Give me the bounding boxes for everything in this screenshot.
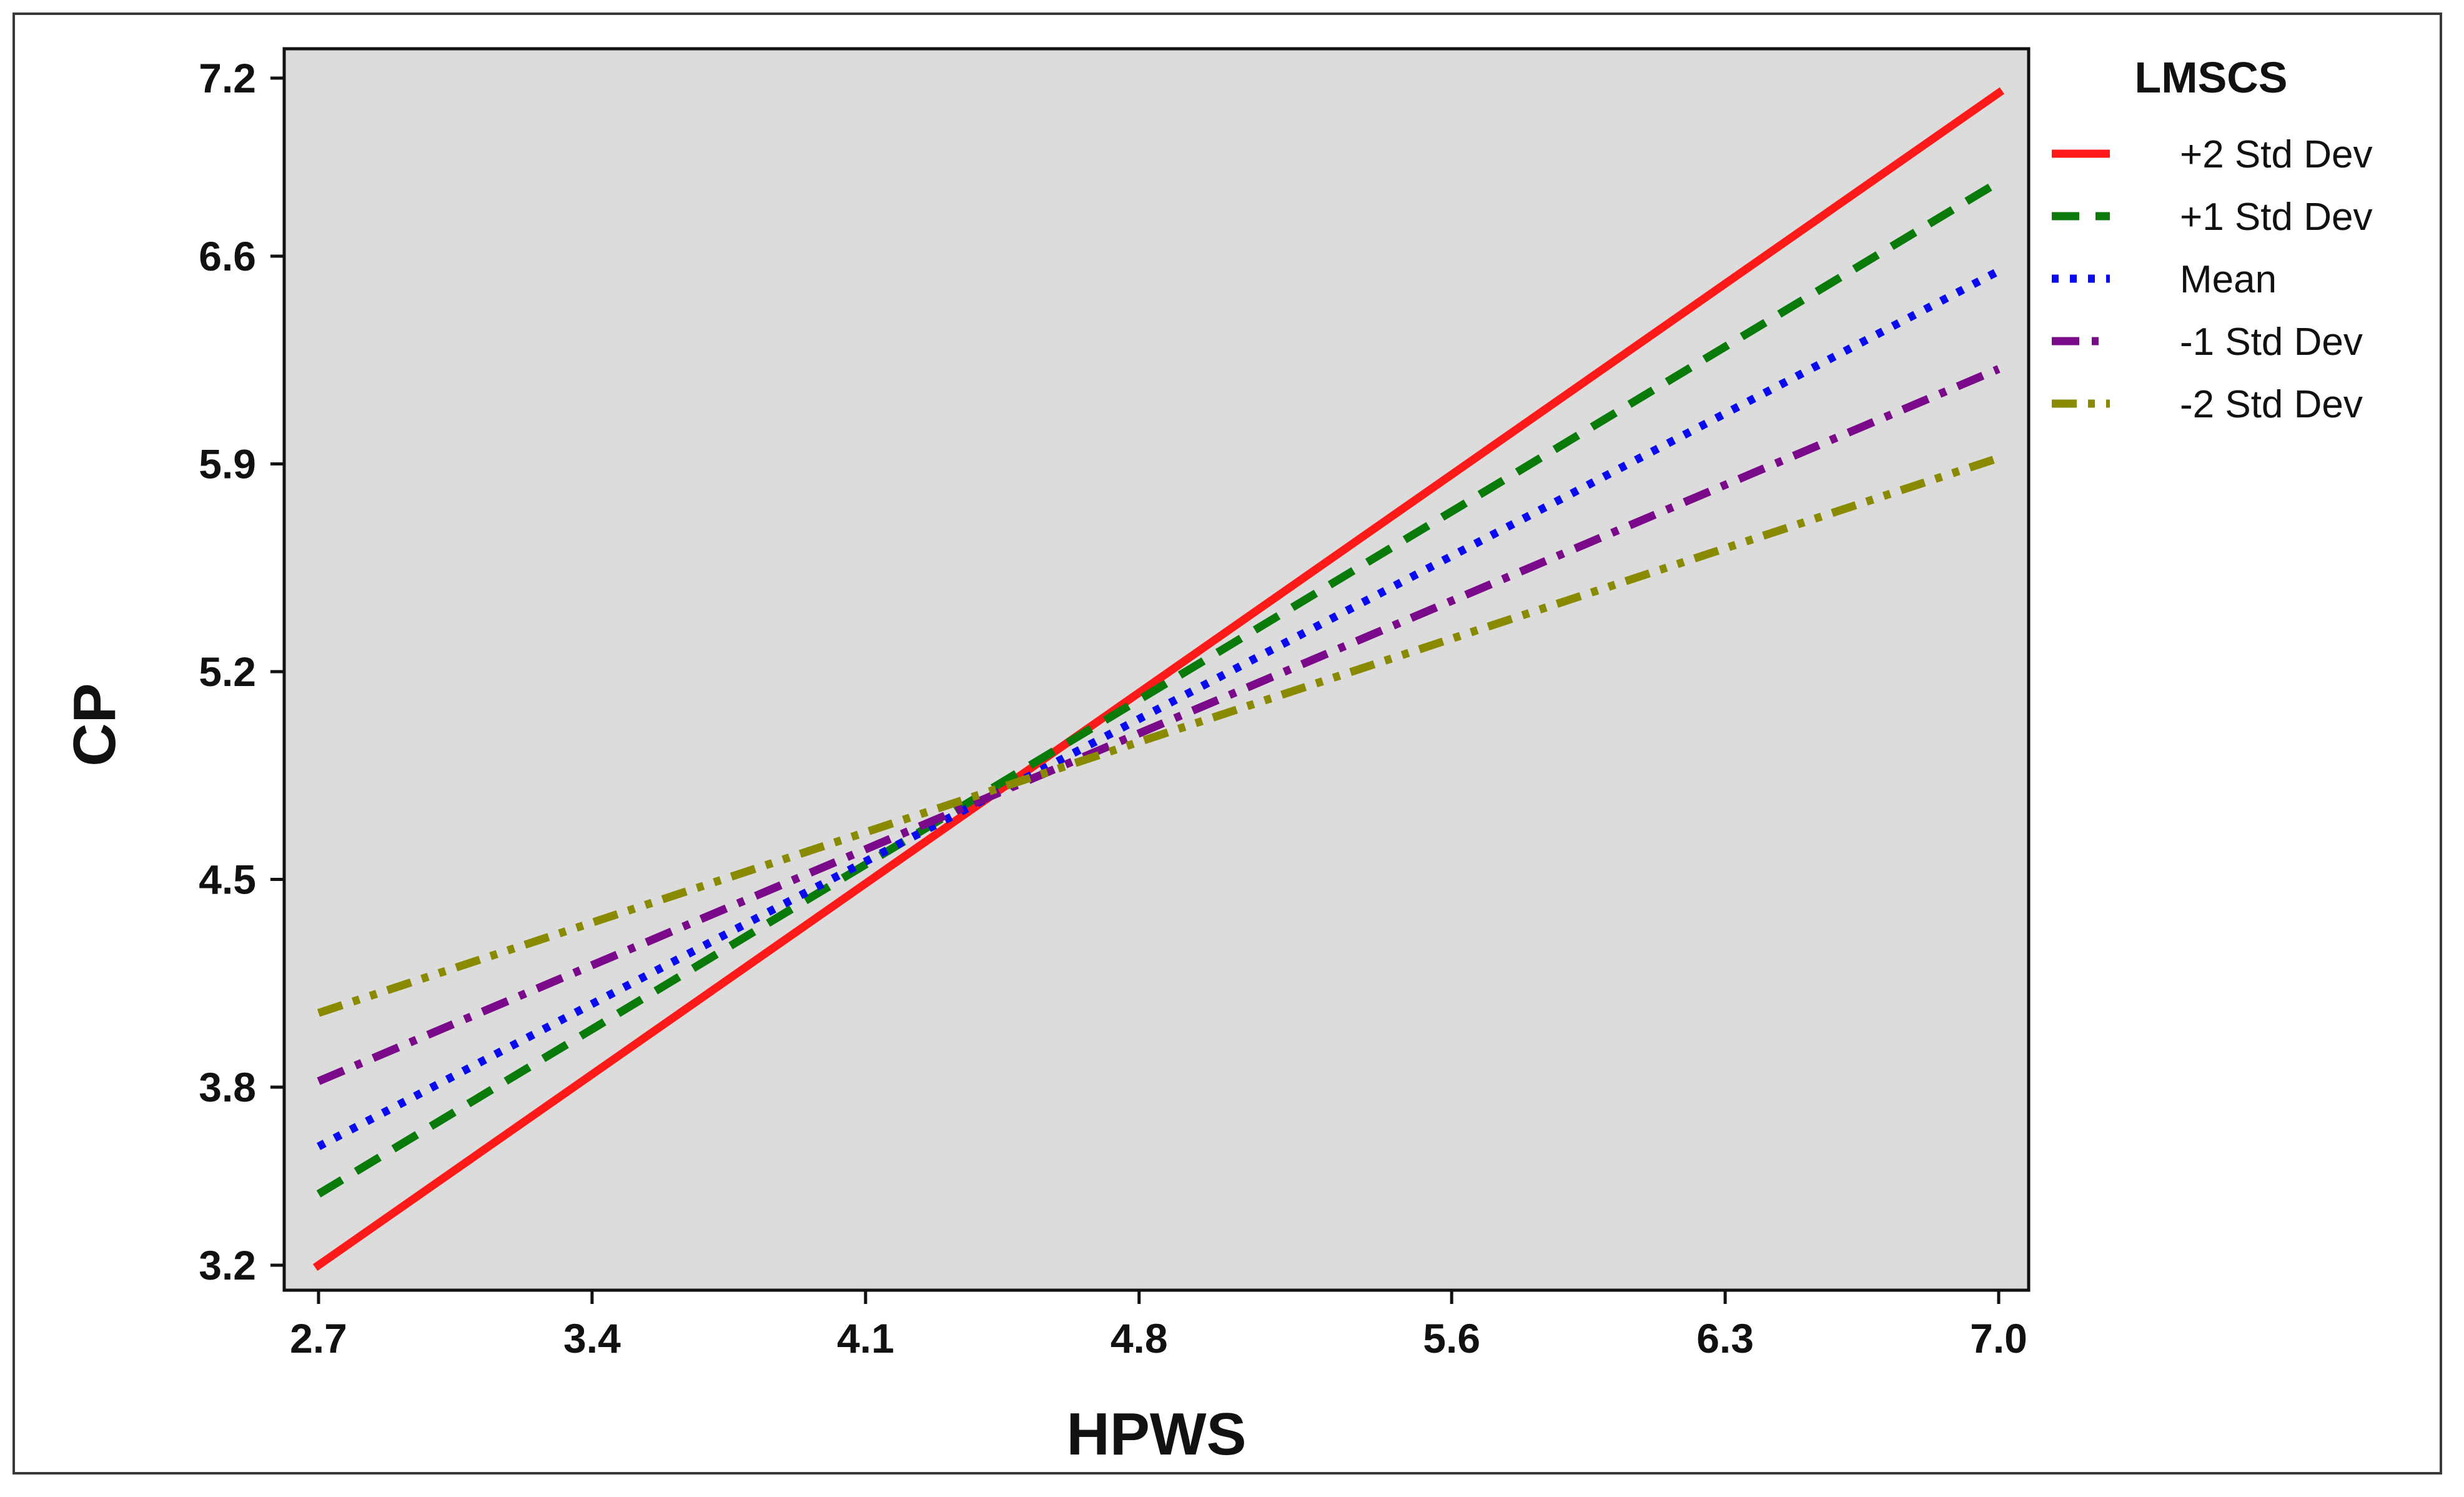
- y-tick-label: 7.2: [199, 55, 256, 101]
- y-tick-label: 6.6: [199, 233, 256, 279]
- x-tick-label: 6.3: [1696, 1315, 1754, 1361]
- series-lines: [312, 87, 2005, 1271]
- y-tick-label: 5.2: [199, 649, 256, 695]
- series-line: [317, 454, 2001, 1017]
- x-tick-label: 7.0: [1970, 1315, 2027, 1361]
- legend: LMSCS +2 Std Dev +1 Std Dev Mean -1 Std Dev…: [2052, 53, 2372, 426]
- x-axis-label: HPWS: [1067, 1401, 1247, 1468]
- x-tick-label: 3.4: [563, 1315, 621, 1361]
- y-tick-label: 4.5: [199, 857, 256, 903]
- y-tick-label: 3.8: [199, 1064, 256, 1110]
- y-tick-label: 3.2: [199, 1242, 256, 1288]
- legend-item-label: +2 Std Dev: [2180, 133, 2372, 176]
- x-tick-label: 4.1: [837, 1315, 894, 1361]
- legend-item-label: -1 Std Dev: [2180, 321, 2363, 364]
- axes: 2.7 3.4 4.1 4.8 5.6 6.3 7.0 3.2 3.8 4.5 5.2 5.9 6.6 7…: [199, 55, 2027, 1361]
- x-tick-label: 4.8: [1111, 1315, 1168, 1361]
- y-tick-label: 5.9: [199, 441, 256, 487]
- series-line: [316, 267, 2001, 1150]
- y-axis-label: CP: [61, 683, 128, 766]
- legend-item-label: -2 Std Dev: [2180, 383, 2363, 426]
- series-line: [317, 365, 2001, 1085]
- legend-item-label: Mean: [2180, 258, 2277, 301]
- series-line: [312, 87, 2005, 1271]
- x-tick-label: 2.7: [290, 1315, 347, 1361]
- x-tick-label: 5.6: [1423, 1315, 1480, 1361]
- series-line: [316, 178, 2001, 1198]
- legend-item-label: +1 Std Dev: [2180, 196, 2372, 239]
- legend-title: LMSCS: [2135, 53, 2288, 102]
